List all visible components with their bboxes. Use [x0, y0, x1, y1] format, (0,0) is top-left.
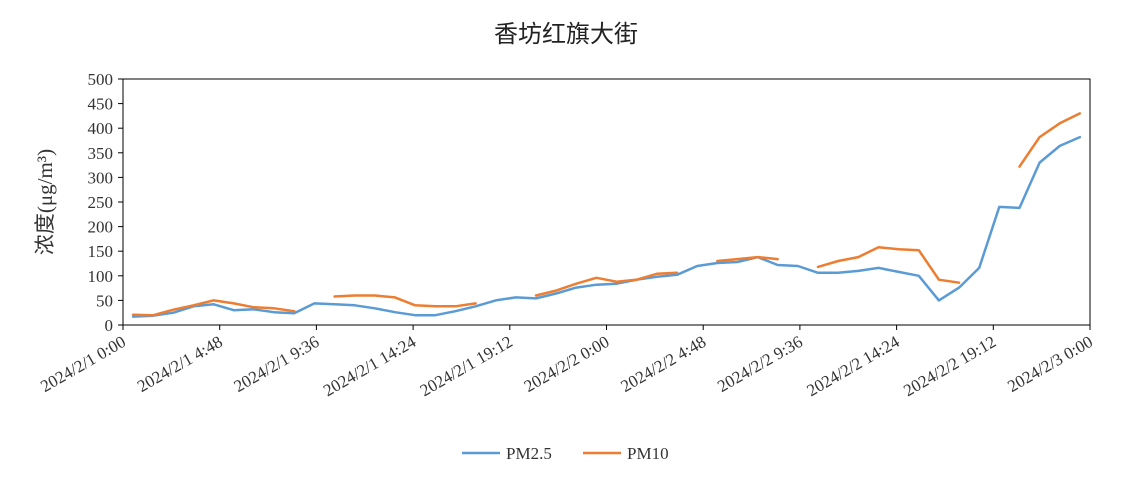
x-tick-label: 2024/2/1 19:12 — [417, 332, 516, 400]
y-tick-label: 500 — [88, 70, 114, 89]
y-tick-label: 0 — [105, 316, 114, 335]
series-line-segment — [1018, 112, 1082, 168]
x-tick-label: 2024/2/2 14:24 — [804, 332, 903, 400]
y-tick-label: 200 — [88, 218, 114, 237]
y-tick-label: 300 — [88, 168, 114, 187]
series-pm25 — [131, 135, 1082, 318]
x-tick-label: 2024/2/2 0:00 — [521, 332, 613, 396]
series-line-segment — [534, 271, 679, 297]
y-tick-label: 250 — [88, 193, 114, 212]
y-tick-label: 150 — [88, 242, 114, 261]
legend: PM2.5 PM10 — [462, 444, 669, 463]
y-tick-label: 100 — [88, 267, 114, 286]
series-line-segment — [131, 135, 1082, 318]
y-tick-label: 50 — [96, 291, 113, 310]
x-tick-label: 2024/2/1 0:00 — [37, 332, 129, 396]
x-tick-label: 2024/2/3 0:00 — [1004, 332, 1096, 396]
series-line-segment — [716, 255, 779, 263]
legend-label: PM2.5 — [506, 444, 552, 463]
x-tick-label: 2024/2/2 4:48 — [617, 332, 709, 396]
y-tick-label: 350 — [88, 144, 114, 163]
y-tick-label: 450 — [88, 95, 114, 114]
x-tick-label: 2024/2/2 19:12 — [900, 332, 999, 400]
plot-frame — [122, 78, 1091, 326]
x-tick-label: 2024/2/1 4:48 — [134, 332, 226, 396]
x-tick-label: 2024/2/1 14:24 — [320, 332, 419, 400]
series-pm10 — [131, 112, 1082, 317]
chart-title: 香坊红旗大街 — [494, 20, 638, 48]
series-line-segment — [816, 246, 961, 284]
x-tick-label: 2024/2/2 9:36 — [714, 332, 806, 396]
series-line-segment — [131, 299, 296, 317]
y-tick-label: 400 — [88, 119, 114, 138]
legend-label: PM10 — [627, 444, 669, 463]
y-axis-label: 浓度(μg/m³) — [33, 149, 57, 255]
x-tick-label: 2024/2/1 9:36 — [231, 332, 323, 396]
series-line-segment — [333, 294, 477, 308]
